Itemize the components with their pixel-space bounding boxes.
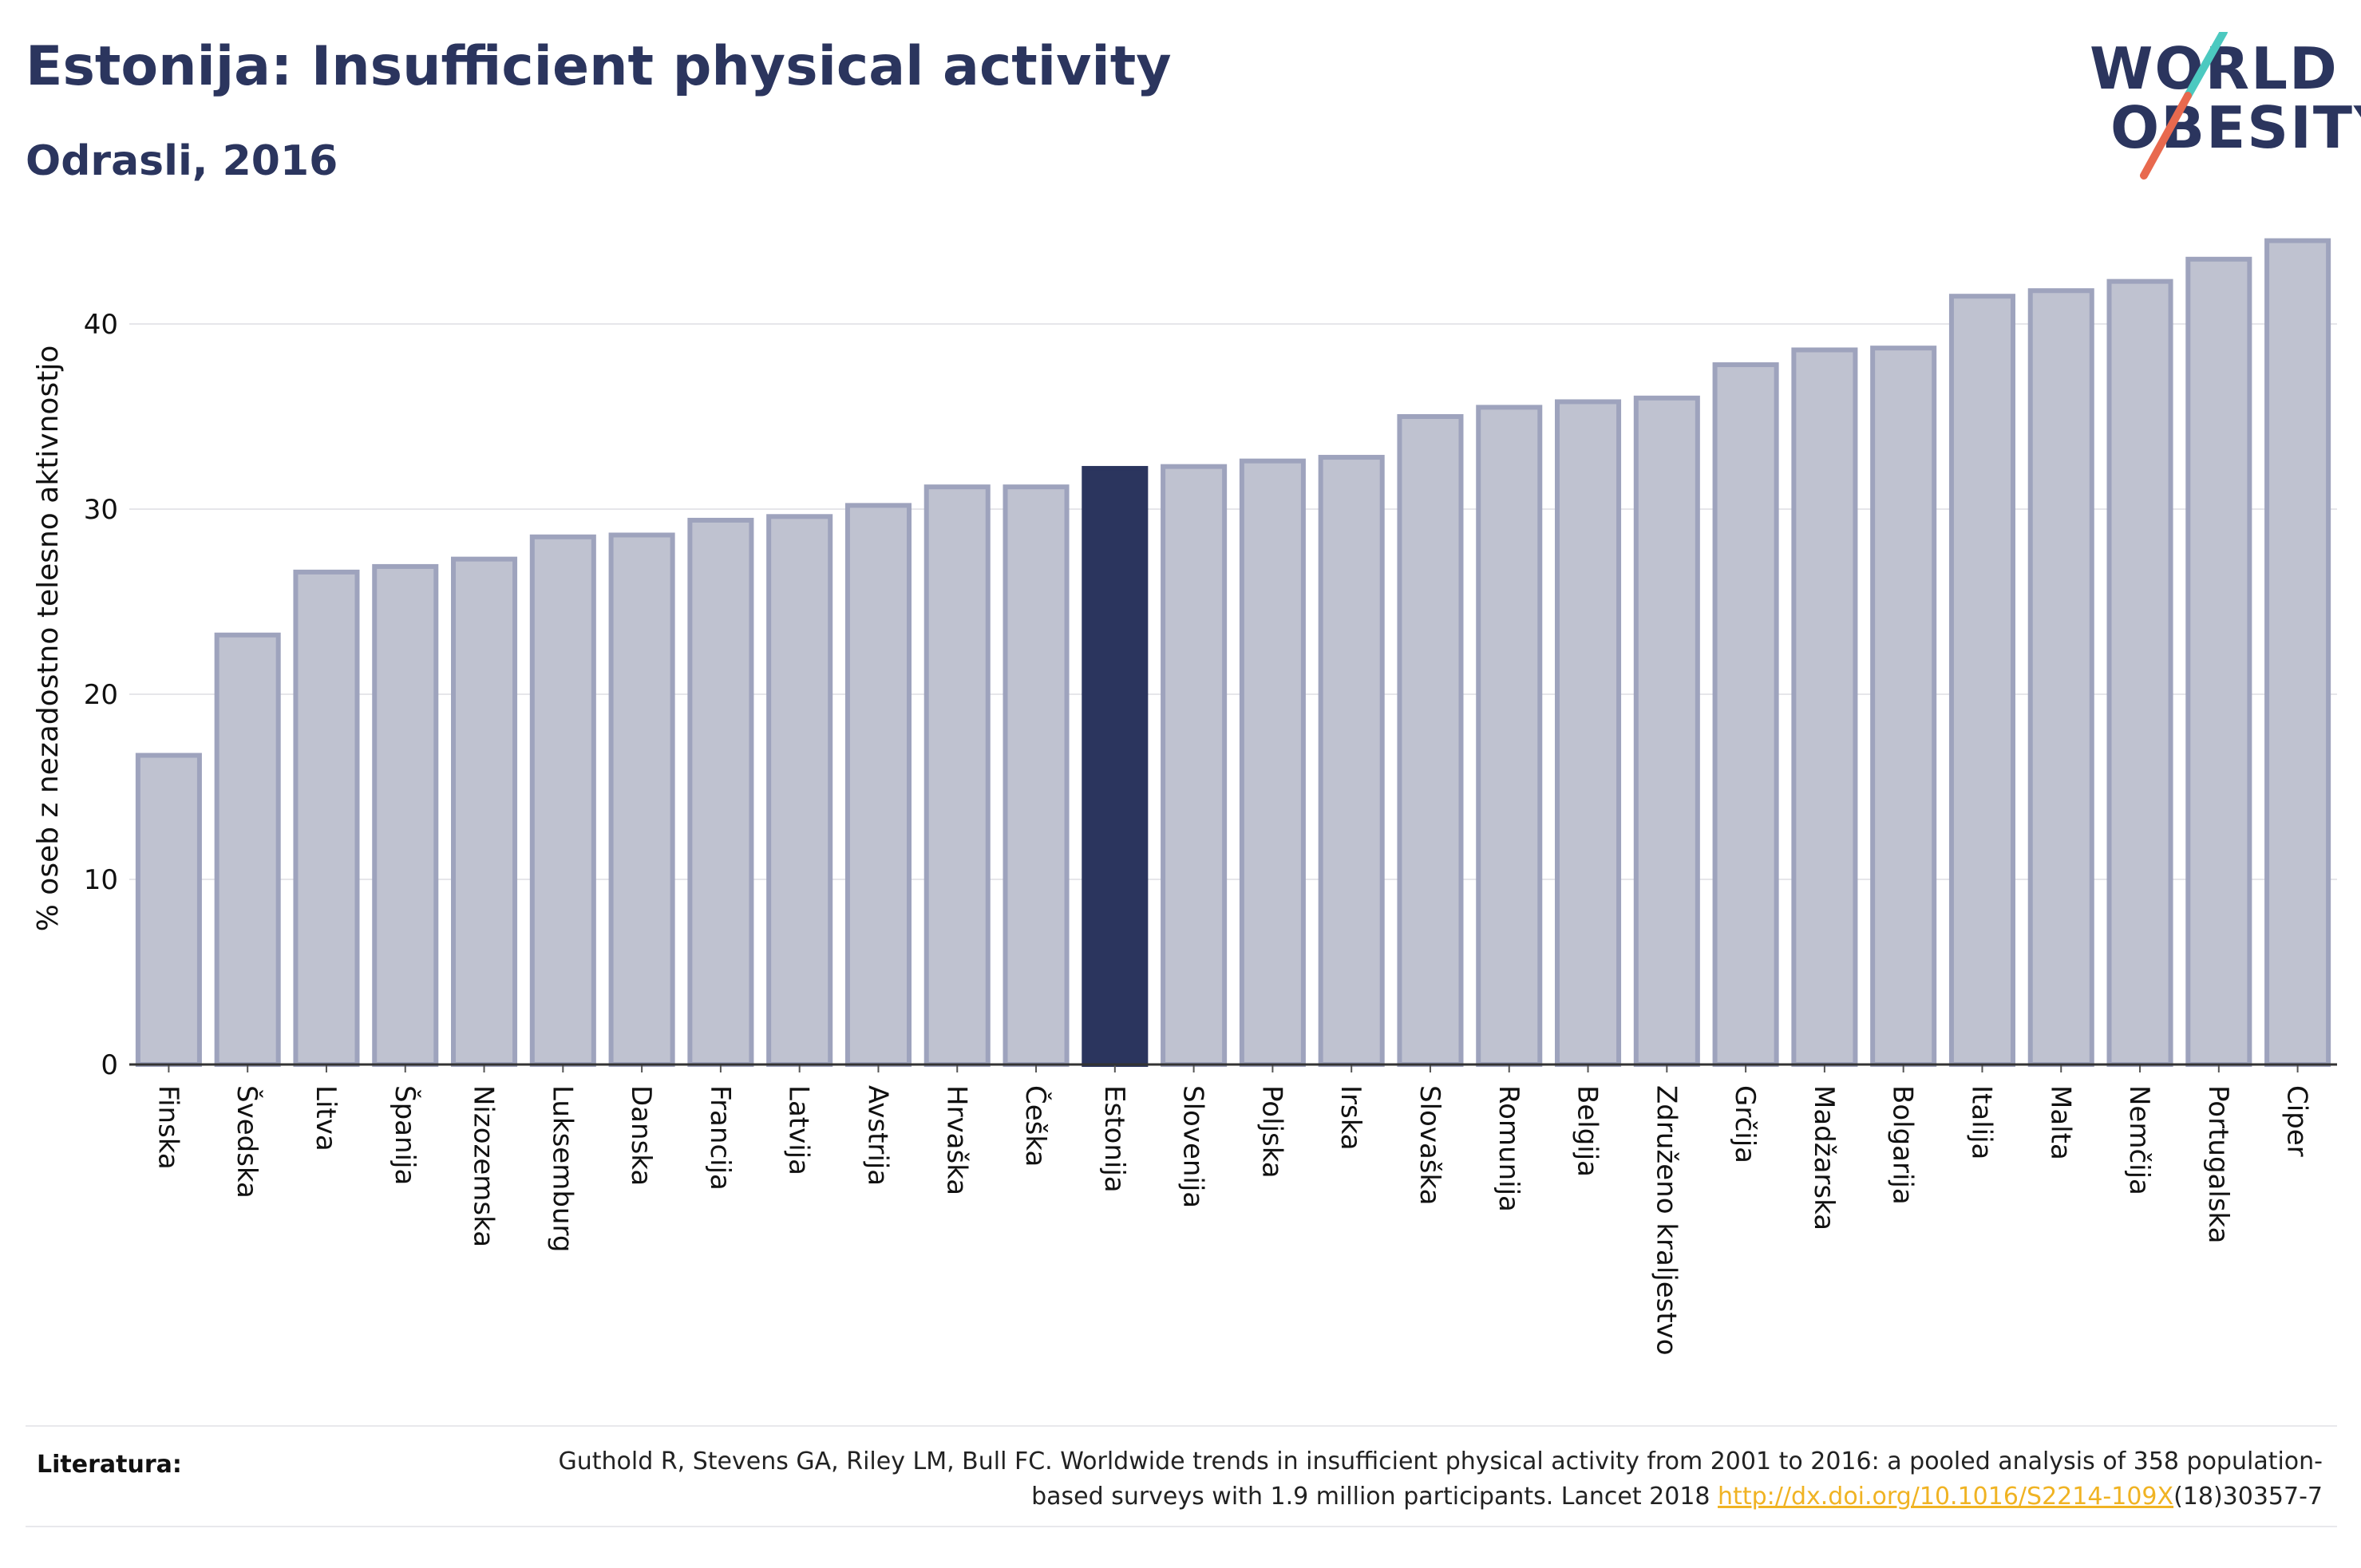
- world-obesity-logo: WORLD OBESITY: [2075, 32, 2361, 180]
- x-tick-label: Nemčija: [2123, 1085, 2155, 1195]
- bar-country: [1003, 484, 1070, 1067]
- bar-country: [1161, 464, 1228, 1067]
- bar-country: [2106, 278, 2173, 1067]
- x-tick-label: Češka: [1019, 1085, 1052, 1167]
- x-tick-label: Nizozemska: [468, 1085, 500, 1247]
- bar-country: [923, 484, 991, 1067]
- footer-divider-top: [26, 1425, 2337, 1427]
- bar-country: [214, 632, 281, 1067]
- logo-text-obesity: OBESITY: [2110, 94, 2361, 161]
- x-tick-label: Finska: [152, 1085, 184, 1170]
- x-tick-label: Poljska: [1256, 1085, 1287, 1179]
- bar-country: [293, 569, 360, 1067]
- x-tick-label: Litva: [310, 1085, 342, 1151]
- x-tick-label: Italija: [1965, 1085, 1997, 1159]
- bar-country: [451, 556, 518, 1067]
- x-tick-label: Slovenija: [1177, 1085, 1209, 1208]
- footer-divider-bottom: [26, 1526, 2337, 1527]
- bar-country: [1555, 399, 1622, 1067]
- x-tick-label: Švedska: [231, 1085, 263, 1199]
- axes: 0 10 20 30 40 Finska Švedska Litva Španija Nizoze…: [84, 309, 2337, 1356]
- y-tick-label: 20: [84, 679, 118, 711]
- chart-subtitle: Odrasli, 2016: [26, 137, 338, 185]
- x-tick-label: Francija: [704, 1085, 736, 1191]
- x-tick-label: Irska: [1335, 1085, 1366, 1151]
- citation-link[interactable]: http://dx.doi.org/10.1016/S2214-109X: [1718, 1483, 2174, 1511]
- bar-country: [844, 503, 912, 1067]
- x-tick-label: Luksemburg: [546, 1085, 578, 1252]
- y-axis-label: % oseb z nezadostno telesno aktivnostjo: [32, 346, 65, 932]
- x-tick-label: Bolgarija: [1887, 1085, 1919, 1205]
- bar-country: [1476, 405, 1543, 1067]
- footer-citation: Guthold R, Stevens GA, Riley LM, Bull FC…: [487, 1444, 2323, 1515]
- x-tick-label: Belgija: [1572, 1085, 1604, 1177]
- bar-country: [766, 514, 833, 1067]
- bar-country: [1791, 347, 1858, 1068]
- x-tick-label: Avstrija: [861, 1085, 893, 1186]
- bar-country: [1239, 458, 1306, 1067]
- chart-title: Estonija: Insufficient physical activity: [26, 35, 1172, 98]
- bar-country: [687, 517, 754, 1067]
- x-tick-label: Portugalska: [2202, 1085, 2234, 1243]
- x-tick-label: Madžarska: [1808, 1085, 1840, 1230]
- bar-country: [1318, 455, 1385, 1067]
- bar-country: [529, 534, 596, 1067]
- bar-chart: 0 10 20 30 40 Finska Švedska Litva Španija Nizoze…: [32, 238, 2337, 1356]
- x-tick-label: Ciper: [2281, 1085, 2313, 1157]
- logo-slash-icon: [2140, 32, 2228, 180]
- x-tick-label: Združeno kraljestvo: [1650, 1085, 1682, 1356]
- citation-text-end: (18)30357-7: [2173, 1483, 2323, 1511]
- bar-country: [1870, 346, 1937, 1068]
- bar-country: [1948, 294, 2015, 1067]
- x-tick-label: Latvija: [783, 1085, 815, 1175]
- bar-country: [1712, 362, 1779, 1068]
- x-tick-label: Hrvaška: [940, 1085, 972, 1195]
- bar-country: [1397, 414, 1464, 1067]
- y-tick-label: 30: [84, 494, 118, 526]
- bar-country: [2185, 256, 2252, 1067]
- bar-country: [2027, 288, 2094, 1067]
- bar-country: [2264, 238, 2331, 1068]
- x-tick-label: Danska: [625, 1085, 657, 1186]
- bar-country: [135, 752, 202, 1067]
- bar-country: [608, 532, 675, 1067]
- footer-label: Literatura:: [37, 1451, 182, 1479]
- y-tick-label: 10: [84, 864, 118, 896]
- bar-country: [1633, 395, 1700, 1067]
- x-tick-label: Malta: [2044, 1085, 2076, 1160]
- bar-highlight: [1082, 465, 1149, 1067]
- x-tick-label: Grčija: [1729, 1085, 1761, 1163]
- x-tick-label: Romunija: [1493, 1085, 1525, 1212]
- y-tick-label: 40: [84, 309, 118, 341]
- x-tick-label: Španija: [389, 1085, 421, 1185]
- bars: [135, 238, 2331, 1068]
- citation-text: Guthold R, Stevens GA, Riley LM, Bull FC…: [558, 1448, 2323, 1511]
- x-tick-label: Slovaška: [1414, 1085, 1445, 1205]
- x-tick-label: Estonija: [1098, 1085, 1130, 1193]
- y-tick-label: 0: [101, 1049, 118, 1081]
- bar-country: [372, 563, 439, 1067]
